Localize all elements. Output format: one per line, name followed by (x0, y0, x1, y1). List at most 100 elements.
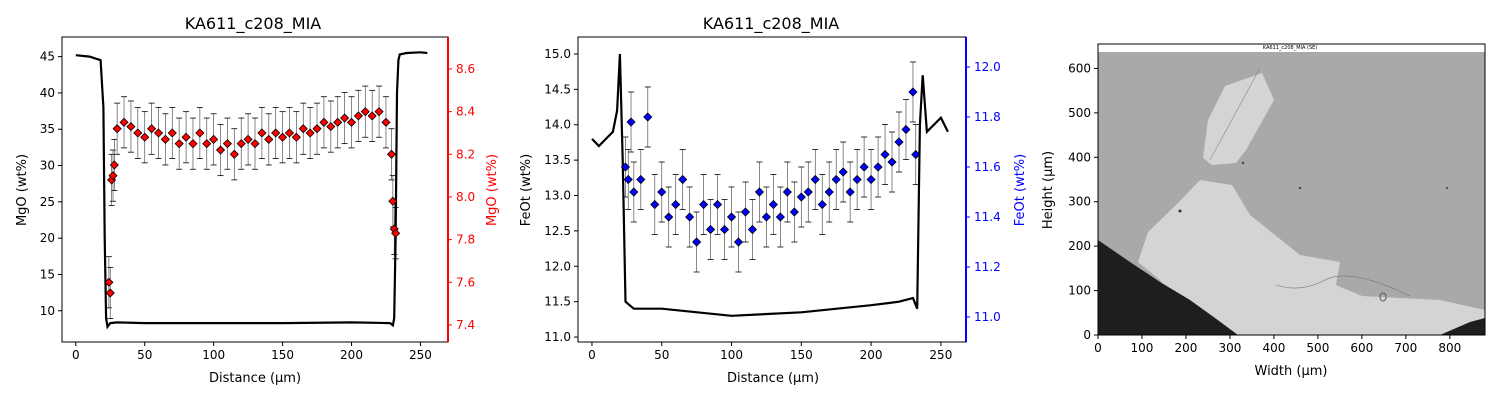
mgo-y-tick-label: 20 (40, 231, 55, 245)
feot-data-point (664, 212, 674, 222)
mgo-data-point (326, 122, 336, 132)
sem-y-tick-label: 100 (1068, 284, 1091, 298)
mgo-chart-title: KA611_c208_MIA (185, 14, 322, 34)
mgo-x-tick-label: 0 (72, 348, 80, 362)
feot-data-point (747, 224, 758, 235)
mgo-data-point (312, 124, 322, 134)
feot-chart-title: KA611_c208_MIA (703, 14, 840, 34)
mgo-data-point (291, 132, 301, 142)
feot-right-y-tick-label: 11.8 (974, 110, 1001, 124)
mgo-data-point (215, 145, 226, 155)
mgo-data-point (160, 134, 170, 144)
mgo-data-point (381, 117, 391, 127)
sem-y-tick-label: 200 (1068, 239, 1091, 253)
feot-left-y-axis-label: FeOt (wt%) (519, 154, 534, 226)
mgo-data-point (374, 107, 384, 117)
feot-data-point (671, 199, 681, 210)
mgo-right-y-tick-label: 8.6 (456, 62, 475, 76)
mgo-data-point (340, 113, 350, 123)
mgo-data-point (386, 149, 397, 159)
feot-data-point (824, 187, 834, 197)
feot-data-point (838, 167, 848, 177)
feot-data-point (845, 187, 855, 197)
sem-dot (1298, 186, 1302, 190)
feot-y-tick-label: 13.0 (544, 189, 571, 203)
mgo-data-point (367, 111, 377, 121)
mgo-y-tick-label: 35 (40, 122, 55, 136)
feot-data-point (852, 174, 862, 185)
mgo-data-point (271, 128, 281, 138)
sem-dot (1445, 186, 1449, 190)
feot-right-y-axis-label: FeOt (wt%) (1013, 154, 1028, 226)
mgo-data-point (147, 124, 157, 134)
sem-dot (1241, 161, 1245, 165)
feot-data-point (699, 199, 709, 210)
feot-data-point (911, 149, 921, 160)
sem-y-tick-label: 400 (1068, 150, 1091, 164)
feot-y-tick-label: 11.0 (544, 330, 571, 344)
sem-y-axis-label: Height (µm) (1041, 151, 1056, 229)
mgo-data-point (236, 139, 246, 149)
mgo-data-point (202, 139, 212, 149)
sem-x-tick-label: 800 (1438, 341, 1461, 355)
feot-y-tick-label: 11.5 (544, 295, 571, 309)
sem-x-tick-label: 0 (1094, 341, 1102, 355)
sem-inclusion (1379, 292, 1387, 302)
mgo-data-point (264, 134, 274, 144)
feot-x-axis: 0 50 100 150 200 250 (588, 342, 952, 362)
mgo-y-tick-label: 45 (40, 50, 55, 64)
sem-header-strip (1098, 44, 1485, 52)
feot-data-point (817, 199, 827, 210)
feot-plot-area (591, 53, 949, 317)
mgo-data-point (298, 124, 308, 134)
mgo-right-y-tick-label: 8.0 (456, 190, 475, 204)
sem-dot (1178, 209, 1182, 213)
feot-x-tick-label: 250 (929, 348, 952, 362)
feot-data-point (719, 224, 730, 235)
sem-y-tick-label: 300 (1068, 195, 1091, 209)
mgo-data-point (243, 134, 253, 144)
mgo-data-point (305, 128, 315, 138)
mgo-data-point (105, 288, 115, 298)
mgo-left-y-axis-label: MgO (wt%) (15, 154, 30, 226)
mgo-data-point (108, 171, 118, 181)
feot-right-y-tick-label: 12.0 (974, 60, 1001, 74)
feot-data-point (650, 199, 660, 210)
feot-data-point (880, 149, 890, 160)
mgo-data-point (278, 132, 288, 142)
mgo-y-tick-label: 15 (40, 267, 55, 281)
feot-data-point (713, 199, 723, 210)
feot-data-point (692, 237, 702, 247)
mgo-data-point (140, 132, 150, 142)
mgo-data-point (112, 124, 122, 134)
feot-data-point (761, 212, 771, 222)
mgo-right-y-tick-label: 7.4 (456, 318, 475, 332)
mgo-y-tick-label: 25 (40, 195, 55, 209)
sem-x-axis: 0 100 200 300 400 500 600 700 800 (1094, 335, 1461, 355)
feot-data-point (810, 174, 820, 185)
feot-right-y-tick-label: 11.0 (974, 310, 1001, 324)
feot-data-point (901, 124, 911, 135)
mgo-left-y-axis: 10 15 20 25 30 35 40 45 (40, 50, 62, 318)
feot-right-y-axis: 11.0 11.2 11.4 11.6 11.8 12.0 (966, 60, 1001, 324)
mgo-data-point (174, 139, 184, 149)
mgo-data-point (133, 128, 143, 138)
feot-data-point (866, 174, 876, 185)
feot-x-tick-label: 150 (790, 348, 813, 362)
mgo-data-point (104, 277, 114, 287)
mgo-profile-line (75, 51, 428, 330)
feot-data-point (754, 187, 765, 197)
feot-data-point (789, 207, 799, 217)
feot-data-point (831, 174, 841, 185)
sem-resin-dark (1098, 240, 1238, 335)
mgo-axes-frame (61, 36, 449, 343)
feot-data-point (626, 117, 636, 127)
sem-profile-line (1209, 67, 1261, 161)
sem-x-tick-label: 100 (1131, 341, 1154, 355)
mgo-x-tick-label: 150 (271, 348, 294, 362)
mgo-data-point (346, 117, 357, 127)
feot-data-point (706, 224, 716, 235)
mgo-data-point (222, 139, 232, 149)
feot-x-tick-label: 0 (588, 348, 596, 362)
mgo-data-point (319, 117, 329, 127)
